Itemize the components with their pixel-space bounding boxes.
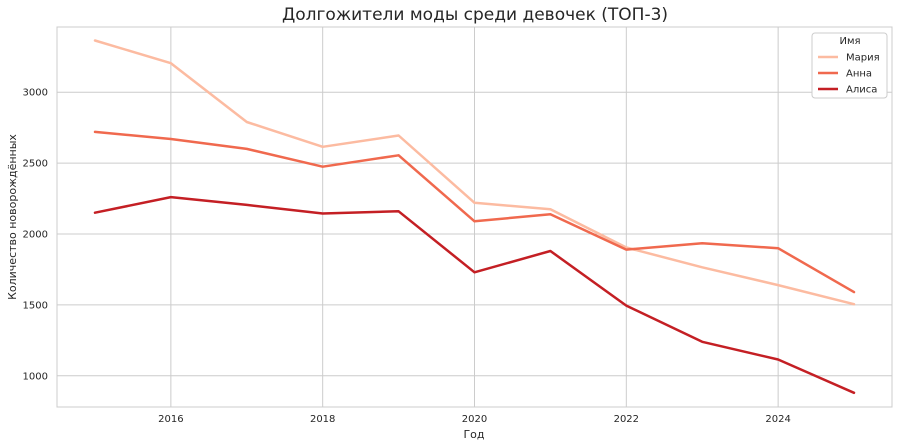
legend-items: Мария Анна Алиса [818,53,880,96]
x-axis-ticks: 2016 2018 2020 2022 2024 [158,414,791,425]
chart-title: Долгожители моды среди девочек (ТОП-3) [282,5,668,25]
x-tick-label: 2016 [158,414,183,425]
y-axis-label: Количество новорождённых [6,134,19,300]
legend-box [811,32,888,99]
legend-label: Мария [846,53,880,64]
x-tick-label: 2020 [462,414,487,425]
x-tick-label: 2018 [310,414,335,425]
legend-title: Имя [839,36,860,47]
x-tick-label: 2022 [614,414,639,425]
x-axis-label: Год [463,428,484,441]
legend-label: Анна [846,69,872,80]
x-tick-label: 2024 [765,414,790,425]
legend: Имя Мария Анна Алиса [811,32,888,99]
series-line-Алиса [93,195,856,395]
y-tick-label: 1000 [23,371,48,382]
y-tick-label: 2000 [23,230,48,241]
series-lines [93,39,856,395]
y-tick-label: 2500 [23,159,48,170]
grid [57,27,892,407]
y-tick-label: 1500 [23,300,48,311]
series-line-Мария [93,39,856,306]
series-line-Анна [93,130,856,294]
legend-label: Алиса [846,85,877,96]
y-axis-ticks: 1000 1500 2000 2500 3000 [23,88,48,383]
y-tick-label: 3000 [23,88,48,99]
